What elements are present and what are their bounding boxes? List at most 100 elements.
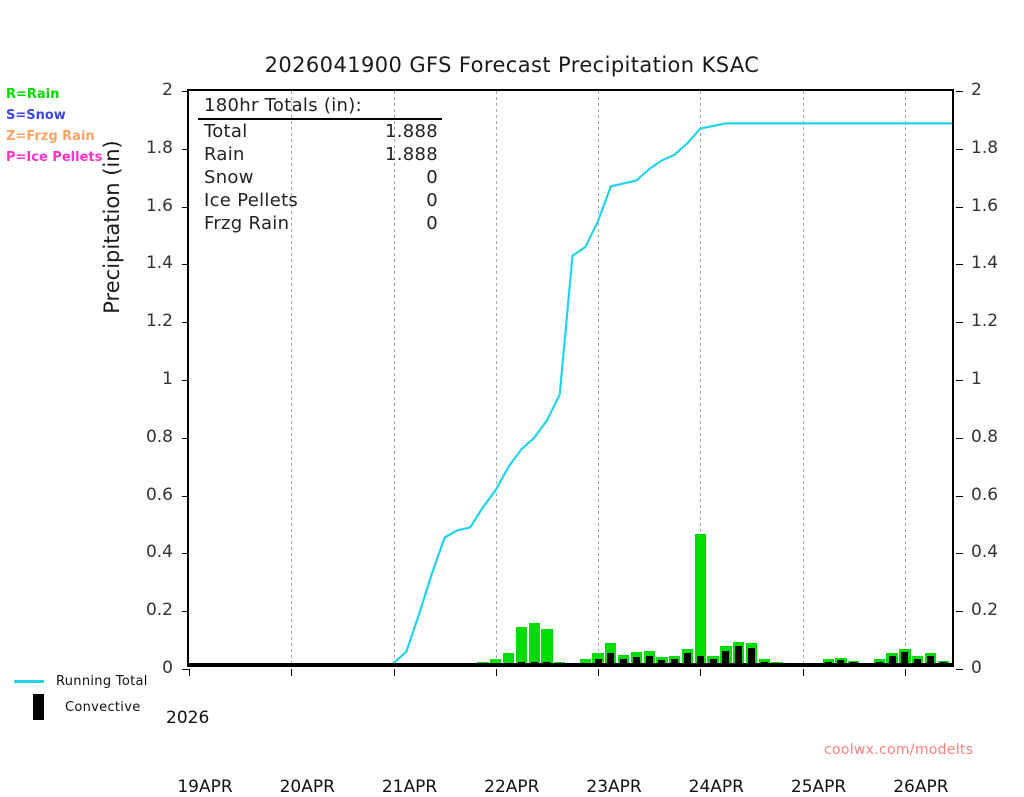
- totals-row-4: Frzg Rain 0: [198, 212, 448, 235]
- y-tick-label-r-1.4: 1.4: [971, 253, 999, 274]
- convective-bar: [607, 653, 615, 665]
- axis-baseline: [189, 663, 952, 665]
- gridline-25APR: [802, 91, 804, 665]
- y-tick-l-2: [182, 91, 189, 92]
- y-tick-label-r-0.8: 0.8: [971, 426, 999, 447]
- y-tick-label-r-0.4: 0.4: [971, 542, 999, 563]
- gridline-26APR: [904, 91, 906, 665]
- ptype-legend-item-2: Z=Frzg Rain: [6, 129, 95, 144]
- convective-bar: [914, 658, 922, 665]
- precip-bar: [528, 623, 540, 665]
- x-tick-20APR: [291, 669, 293, 676]
- convective-bar: [735, 646, 743, 665]
- x-tick-label-25APR: 25APR: [790, 777, 847, 797]
- y-tick-r-0: [956, 669, 963, 670]
- totals-row-label: Rain: [204, 144, 245, 165]
- precip-bar: [694, 533, 706, 665]
- series-legend-label: Convective: [65, 699, 141, 715]
- totals-row-label: Frzg Rain: [204, 213, 290, 234]
- totals-rows: Total 1.888 Rain 1.888 Snow 0 Ice Pellets 0 Frzg…: [198, 120, 448, 235]
- convective-bar: [747, 647, 755, 665]
- convective-bar: [671, 659, 679, 665]
- y-tick-l-1.8: [182, 148, 189, 150]
- y-tick-r-1.8: [956, 148, 963, 150]
- y-tick-l-0.8: [182, 437, 189, 439]
- y-tick-l-0.6: [182, 495, 189, 497]
- x-tick-label-22APR: 22APR: [484, 777, 540, 797]
- convective-bar: [888, 656, 896, 665]
- y-tick-label-r-1: 1: [971, 369, 982, 389]
- totals-row-2: Snow 0: [198, 166, 448, 189]
- x-tick-26APR: [904, 669, 906, 676]
- totals-row-label: Snow: [204, 167, 254, 188]
- y-tick-label-l-1.6: 1.6: [145, 195, 173, 216]
- convective-bar: [684, 653, 692, 665]
- running-total-curve: [384, 122, 952, 665]
- convective-bar-swatch: [33, 694, 44, 720]
- series-legend: Running Total Convective: [14, 668, 148, 720]
- series-legend-label: Running Total: [56, 673, 148, 689]
- y-tick-label-l-0.6: 0.6: [145, 484, 173, 505]
- y-tick-l-0.4: [182, 553, 189, 555]
- series-legend-item-1: Convective: [14, 694, 148, 720]
- y-tick-label-l-0.4: 0.4: [145, 542, 173, 563]
- totals-header: 180hr Totals (in):: [198, 95, 442, 120]
- x-tick-25APR: [802, 669, 804, 676]
- y-tick-label-r-1.2: 1.2: [971, 311, 999, 332]
- watermark: coolwx.com/modelts: [824, 742, 974, 758]
- y-tick-label-l-1: 1: [162, 369, 173, 389]
- ptype-legend-item-0: R=Rain: [6, 87, 60, 102]
- totals-row-value: 1.888: [384, 121, 438, 142]
- ptype-legend-item-3: P=Ice Pellets: [6, 150, 103, 165]
- convective-bar: [926, 656, 934, 665]
- y-tick-r-0.4: [956, 553, 963, 555]
- y-tick-r-2: [956, 91, 963, 92]
- totals-row-label: Ice Pellets: [204, 190, 299, 211]
- convective-bar: [837, 659, 845, 665]
- precip-bar: [579, 659, 591, 665]
- convective-bar: [696, 656, 704, 665]
- y-tick-l-1.4: [182, 264, 189, 266]
- y-tick-label-l-1.2: 1.2: [145, 311, 173, 332]
- chart-plot-area: RRRRRRRRRRRRRRRRRRRRRRRRRRRRRRRRRRRRRRRR…: [146, 80, 998, 797]
- y-tick-r-1.6: [956, 206, 963, 208]
- totals-summary-box: 180hr Totals (in): Total 1.888 Rain 1.888 Sn…: [198, 95, 448, 235]
- gridline-21APR: [393, 91, 395, 665]
- gridline-22APR: [495, 91, 497, 665]
- convective-bar: [620, 659, 628, 665]
- convective-bar: [709, 659, 717, 665]
- x-tick-label-20APR: 20APR: [279, 777, 335, 797]
- ptype-legend-item-1: S=Snow: [6, 108, 66, 123]
- y-tick-label-l-1.4: 1.4: [145, 253, 173, 274]
- x-tick-label-19APR: 19APR: [177, 777, 233, 797]
- y-tick-r-0.6: [956, 495, 963, 497]
- y-tick-label-r-0.6: 0.6: [971, 484, 999, 505]
- x-tick-19APR: [189, 669, 190, 676]
- y-tick-r-1: [956, 380, 963, 381]
- totals-row-1: Rain 1.888: [198, 143, 448, 166]
- totals-row-value: 0: [426, 190, 438, 211]
- convective-bar: [658, 659, 666, 665]
- gridline-20APR: [291, 91, 293, 665]
- precip-bar: [515, 627, 527, 665]
- y-tick-l-0: [182, 669, 189, 670]
- y-tick-label-l-1.8: 1.8: [145, 137, 173, 158]
- convective-bar: [632, 656, 640, 665]
- y-tick-r-0.2: [956, 611, 963, 613]
- convective-bar: [594, 659, 602, 665]
- running-total-polyline: [384, 122, 952, 665]
- running-total-line-swatch: [14, 679, 44, 683]
- x-tick-label-26APR: 26APR: [893, 777, 949, 797]
- precip-bar: [490, 659, 502, 665]
- x-tick-24APR: [700, 669, 702, 676]
- gridline-23APR: [598, 91, 600, 665]
- y-tick-l-1.2: [182, 322, 189, 324]
- x-tick-label-24APR: 24APR: [688, 777, 744, 797]
- totals-row-value: 0: [426, 167, 438, 188]
- y-tick-label-l-2: 2: [162, 80, 173, 100]
- y-tick-r-1.2: [956, 322, 963, 324]
- convective-bar: [722, 650, 730, 665]
- series-legend-item-0: Running Total: [14, 668, 148, 694]
- totals-row-label: Total: [204, 121, 248, 142]
- y-tick-label-r-0.2: 0.2: [971, 600, 999, 621]
